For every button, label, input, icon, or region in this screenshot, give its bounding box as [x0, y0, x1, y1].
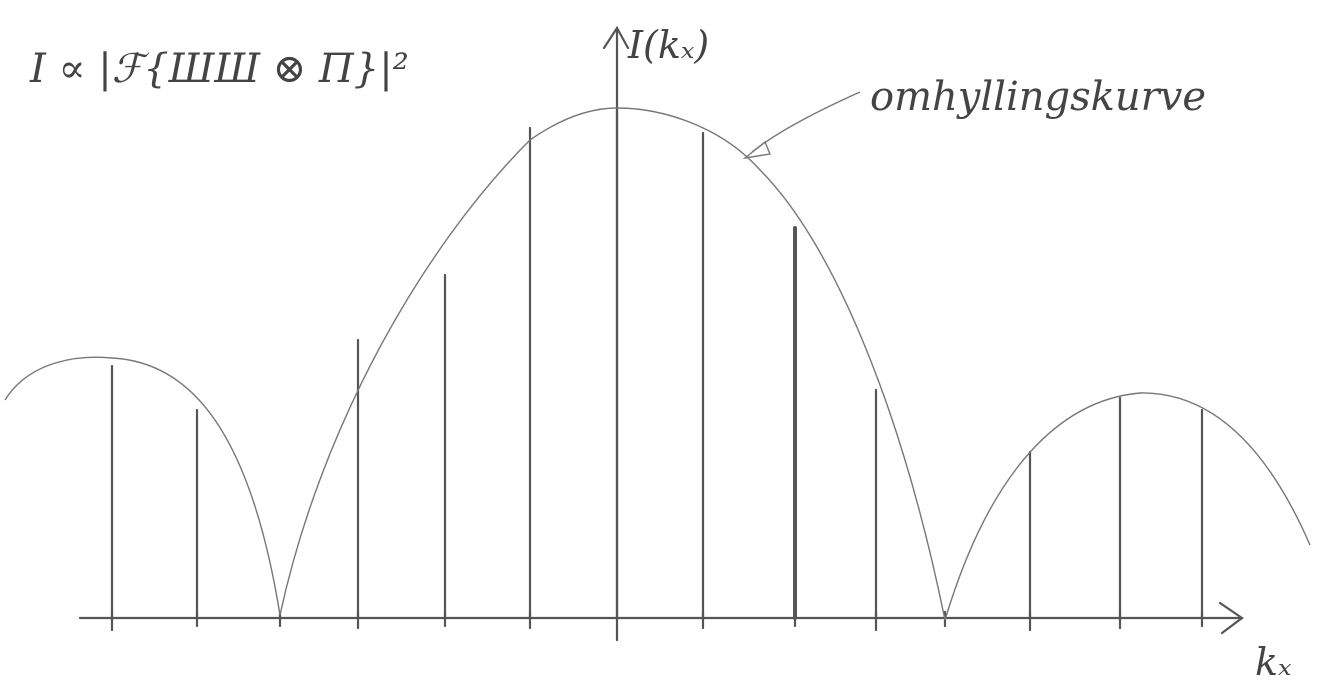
diagram: I ∝ |ℱ{ШШ ⊗ Π}|² I(kₓ) omhyllingskurve k… [0, 0, 1324, 690]
annotation-arrow [752, 92, 860, 152]
intensity-peaks [112, 110, 1202, 618]
envelope-right [945, 393, 1310, 620]
page: {"formula": "I ∝ |ℱ{ШШ ⊗ Π}|²", "y_axis_… [0, 0, 1324, 690]
formula: I ∝ |ℱ{ШШ ⊗ Π}|² [29, 46, 409, 92]
y-axis-label: I(kₓ) [627, 23, 709, 67]
x-axis-label: kₓ [1255, 640, 1292, 684]
envelope-center [280, 108, 945, 620]
envelope-left [5, 357, 280, 615]
annotation-arrowhead [745, 142, 770, 158]
x-ticks [112, 612, 1202, 630]
annotation: omhyllingskurve [870, 74, 1206, 120]
